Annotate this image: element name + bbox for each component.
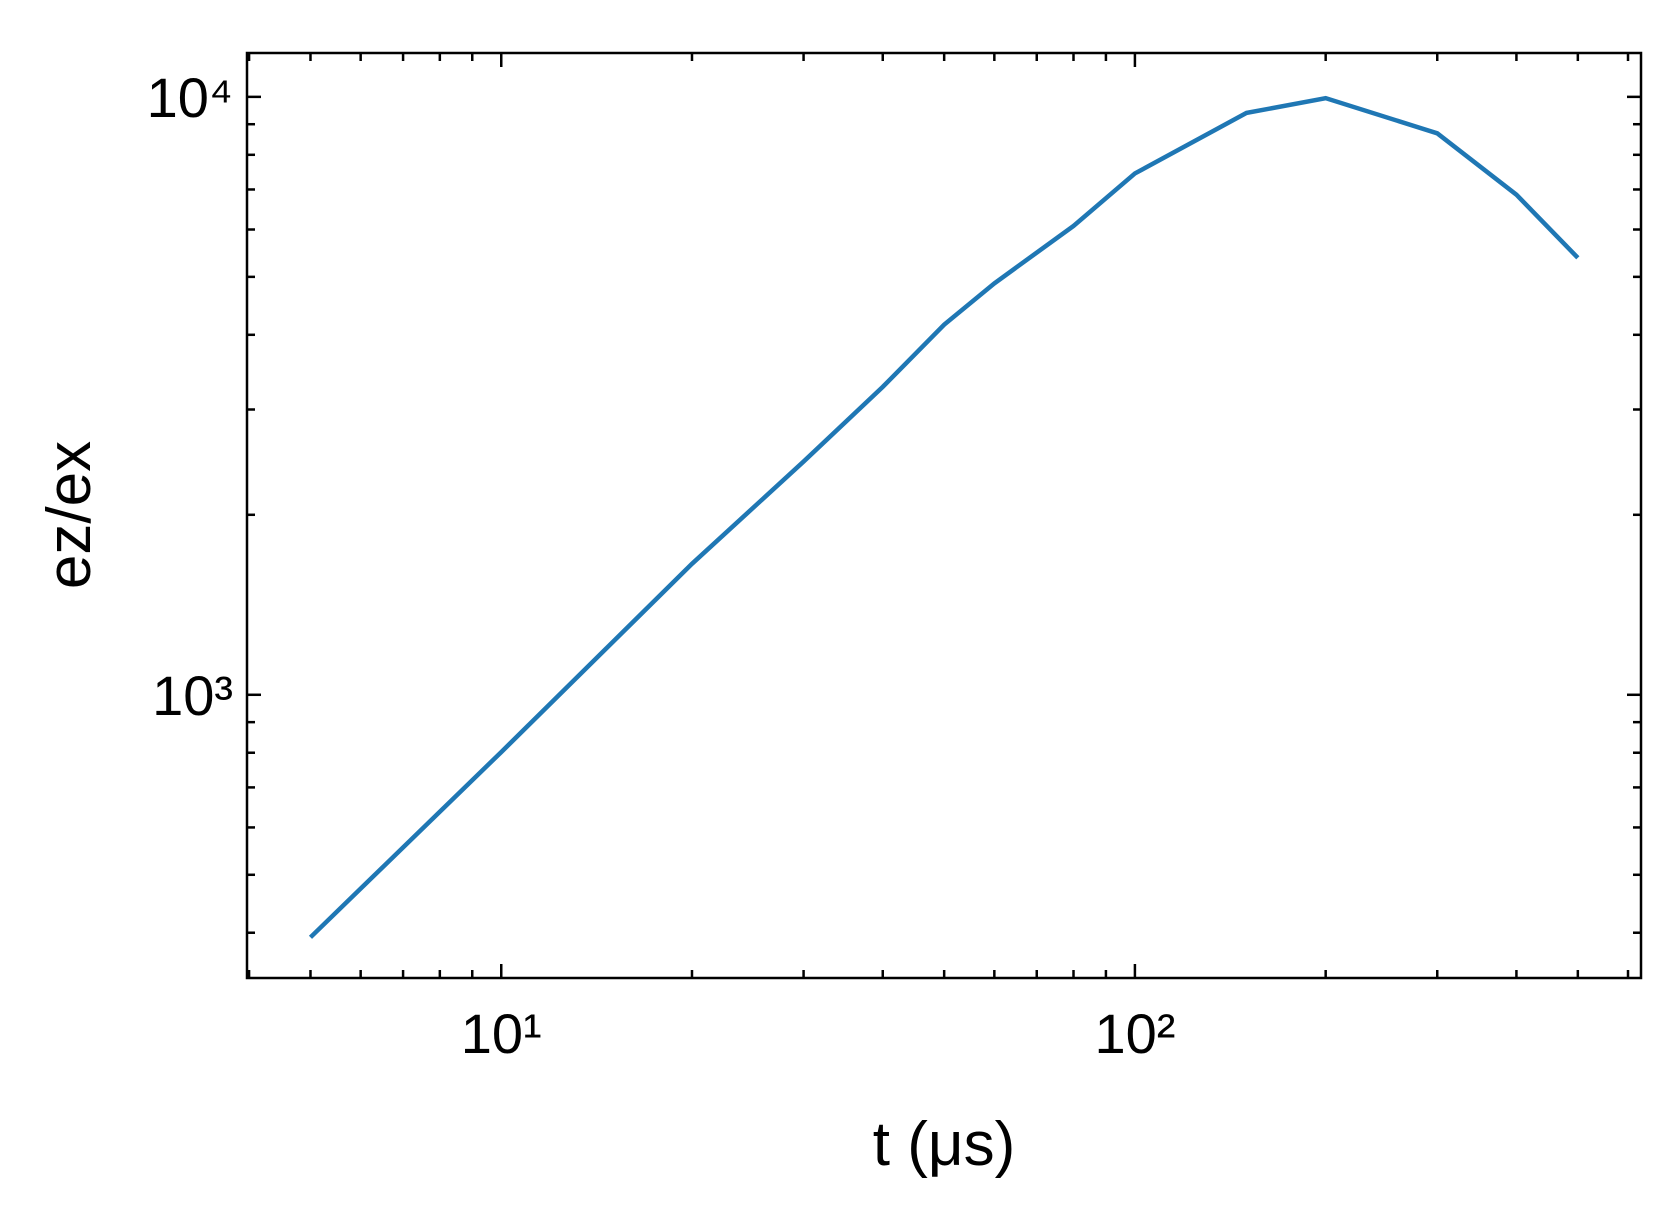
y-tick-label: 10³ xyxy=(152,664,233,727)
plot-frame xyxy=(245,51,1643,980)
data-line xyxy=(308,95,1580,939)
x-tick-label: 10¹ xyxy=(461,1002,542,1065)
x-axis-label: t (μs) xyxy=(873,1110,1015,1179)
y-tick-label: 10⁴ xyxy=(147,66,233,129)
x-tick-label: 10² xyxy=(1094,1002,1175,1065)
y-axis-label: ez/ex xyxy=(35,441,104,589)
